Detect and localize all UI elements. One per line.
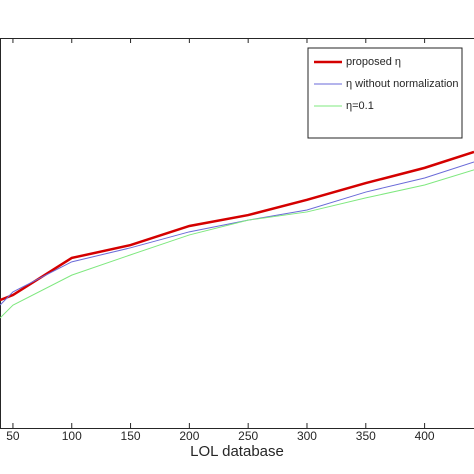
x-tick-label: 50 <box>6 429 20 443</box>
x-tick-label: 350 <box>356 429 376 443</box>
x-tick-label: 100 <box>62 429 82 443</box>
x-tick-label: 250 <box>238 429 258 443</box>
x-tick-label: 400 <box>415 429 435 443</box>
x-axis-label: LOL database <box>190 443 284 460</box>
x-tick-label: 300 <box>297 429 317 443</box>
series-line <box>0 169 474 319</box>
legend-label: η=0.1 <box>346 100 374 112</box>
x-tick-label: 200 <box>179 429 199 443</box>
legend-label: proposed η <box>346 56 401 68</box>
series-line <box>0 161 474 306</box>
x-tick-label: 150 <box>121 429 141 443</box>
legend-label: η without normalization <box>346 78 459 90</box>
